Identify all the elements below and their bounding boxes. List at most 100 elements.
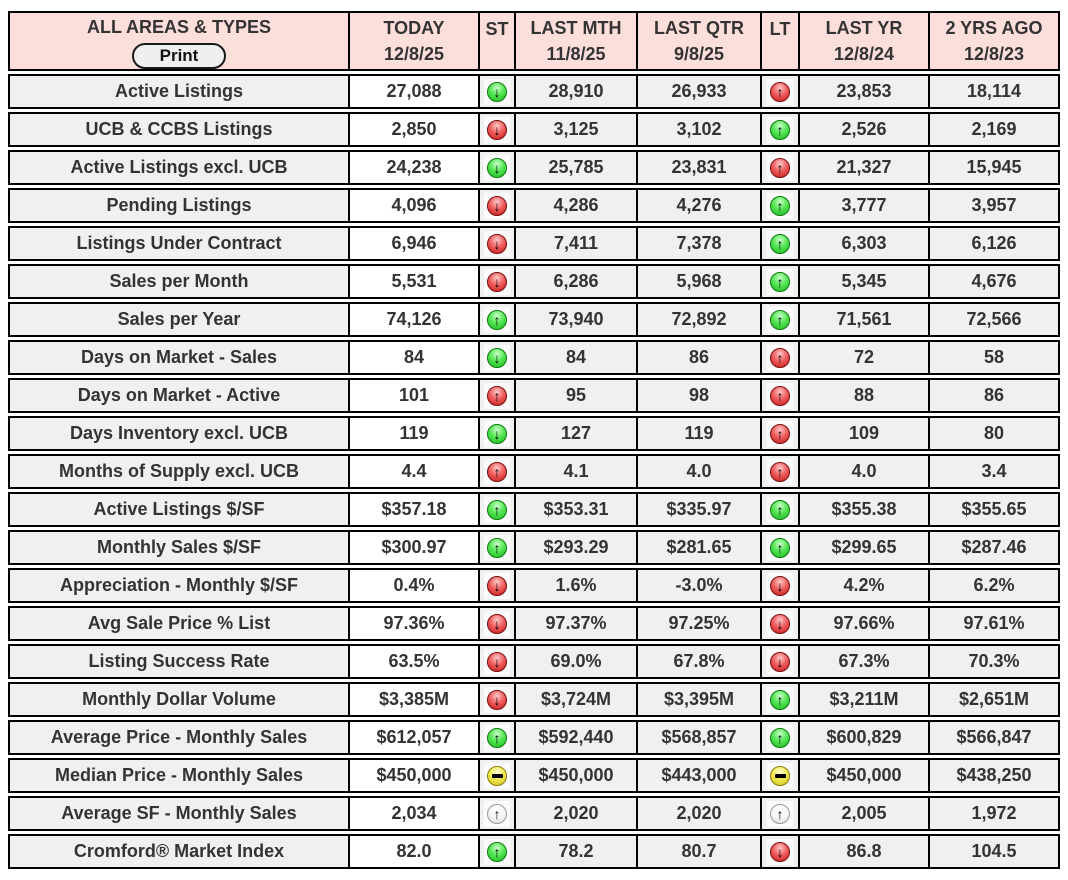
header-last-mth: LAST MTH 11/8/25 — [516, 11, 638, 71]
lt-indicator — [762, 758, 800, 793]
arrow-up-icon: ↑ — [770, 803, 790, 824]
two-yrs-ago-value: 3.4 — [930, 454, 1060, 489]
last-mth-value: 78.2 — [516, 834, 638, 869]
metric-label: Days on Market - Active — [8, 378, 350, 413]
two-yrs-ago-value: 97.61% — [930, 606, 1060, 641]
arrow-down-icon: ↓ — [770, 651, 790, 672]
indicator-tile: ↑ — [767, 78, 793, 105]
last-yr-value: 86.8 — [800, 834, 930, 869]
lt-indicator: ↑ — [762, 530, 800, 565]
arrow-up-icon: ↑ — [770, 423, 790, 444]
last-qtr-value: 3,102 — [638, 112, 762, 147]
today-value: 2,034 — [350, 796, 480, 831]
arrow-up-icon: ↑ — [487, 385, 507, 406]
header-today-date: 12/8/25 — [383, 44, 445, 64]
today-value: 4.4 — [350, 454, 480, 489]
two-yrs-ago-value: 15,945 — [930, 150, 1060, 185]
table-row: Days on Market - Active 101 ↑ 95 98 ↑ 88 86 — [8, 378, 1060, 413]
table-row: Listing Success Rate 63.5% ↓ 69.0% 67.8% ↓ 67.… — [8, 644, 1060, 679]
arrow-up-icon: ↑ — [770, 119, 790, 140]
arrow-up-icon: ↑ — [770, 461, 790, 482]
lt-indicator: ↓ — [762, 644, 800, 679]
arrow-up-icon: ↑ — [770, 271, 790, 292]
header-last-mth-date: 11/8/25 — [546, 44, 606, 64]
last-mth-value: 84 — [516, 340, 638, 375]
indicator-tile: ↓ — [484, 230, 510, 257]
two-yrs-ago-value: 104.5 — [930, 834, 1060, 869]
arrow-up-icon: ↑ — [770, 157, 790, 178]
metric-label: Active Listings excl. UCB — [8, 150, 350, 185]
two-yrs-ago-value: $438,250 — [930, 758, 1060, 793]
indicator-tile: ↓ — [484, 344, 510, 371]
indicator-tile: ↑ — [484, 306, 510, 333]
st-indicator: ↓ — [480, 74, 516, 109]
header-today: TODAY 12/8/25 — [350, 11, 480, 71]
last-qtr-value: 80.7 — [638, 834, 762, 869]
table-row: Average Price - Monthly Sales $612,057 ↑ $5… — [8, 720, 1060, 755]
st-indicator: ↓ — [480, 416, 516, 451]
last-mth-value: 25,785 — [516, 150, 638, 185]
arrow-up-icon: ↑ — [770, 727, 790, 748]
last-qtr-value: 67.8% — [638, 644, 762, 679]
lt-indicator: ↑ — [762, 74, 800, 109]
last-yr-value: 5,345 — [800, 264, 930, 299]
indicator-tile: ↑ — [484, 534, 510, 561]
lt-indicator: ↑ — [762, 150, 800, 185]
last-qtr-value: 98 — [638, 378, 762, 413]
two-yrs-ago-value: 70.3% — [930, 644, 1060, 679]
today-value: $450,000 — [350, 758, 480, 793]
today-value: 2,850 — [350, 112, 480, 147]
arrow-up-icon: ↑ — [770, 309, 790, 330]
arrow-down-icon: ↓ — [487, 195, 507, 216]
last-yr-value: 109 — [800, 416, 930, 451]
indicator-tile: ↑ — [767, 192, 793, 219]
last-mth-value: 95 — [516, 378, 638, 413]
last-qtr-value: $443,000 — [638, 758, 762, 793]
lt-indicator: ↑ — [762, 720, 800, 755]
metric-label: Median Price - Monthly Sales — [8, 758, 350, 793]
last-mth-value: $592,440 — [516, 720, 638, 755]
today-value: 5,531 — [350, 264, 480, 299]
table-row: Active Listings excl. UCB 24,238 ↓ 25,785 23… — [8, 150, 1060, 185]
last-mth-value: 73,940 — [516, 302, 638, 337]
header-last-yr: LAST YR 12/8/24 — [800, 11, 930, 71]
indicator-tile: ↓ — [484, 116, 510, 143]
two-yrs-ago-value: 6.2% — [930, 568, 1060, 603]
last-qtr-value: $281.65 — [638, 530, 762, 565]
table-row: Active Listings $/SF $357.18 ↑ $353.31 $335.… — [8, 492, 1060, 527]
last-qtr-value: $3,395M — [638, 682, 762, 717]
table-row: Pending Listings 4,096 ↓ 4,286 4,276 ↑ 3,777 3,… — [8, 188, 1060, 223]
st-indicator: ↑ — [480, 492, 516, 527]
metric-label: Pending Listings — [8, 188, 350, 223]
arrow-down-icon: ↓ — [487, 575, 507, 596]
last-mth-value: 69.0% — [516, 644, 638, 679]
st-indicator: ↓ — [480, 112, 516, 147]
last-qtr-value: 4.0 — [638, 454, 762, 489]
today-value: 4,096 — [350, 188, 480, 223]
arrow-up-icon: ↑ — [487, 499, 507, 520]
last-yr-value: $355.38 — [800, 492, 930, 527]
arrow-up-icon: ↑ — [770, 233, 790, 254]
indicator-tile: ↑ — [767, 116, 793, 143]
two-yrs-ago-value: 4,676 — [930, 264, 1060, 299]
last-mth-value: $3,724M — [516, 682, 638, 717]
last-yr-value: 3,777 — [800, 188, 930, 223]
arrow-down-icon: ↓ — [487, 347, 507, 368]
indicator-tile: ↑ — [767, 800, 793, 827]
last-yr-value: $299.65 — [800, 530, 930, 565]
indicator-tile: ↓ — [484, 610, 510, 637]
two-yrs-ago-value: $2,651M — [930, 682, 1060, 717]
indicator-tile: ↓ — [484, 154, 510, 181]
indicator-tile: ↑ — [484, 496, 510, 523]
last-yr-value: 88 — [800, 378, 930, 413]
lt-indicator: ↓ — [762, 834, 800, 869]
last-mth-value: 127 — [516, 416, 638, 451]
last-qtr-value: -3.0% — [638, 568, 762, 603]
st-indicator: ↓ — [480, 264, 516, 299]
last-mth-value: 7,411 — [516, 226, 638, 261]
st-indicator: ↓ — [480, 568, 516, 603]
indicator-tile: ↓ — [484, 78, 510, 105]
last-yr-value: 4.2% — [800, 568, 930, 603]
print-button[interactable]: Print — [131, 42, 227, 69]
